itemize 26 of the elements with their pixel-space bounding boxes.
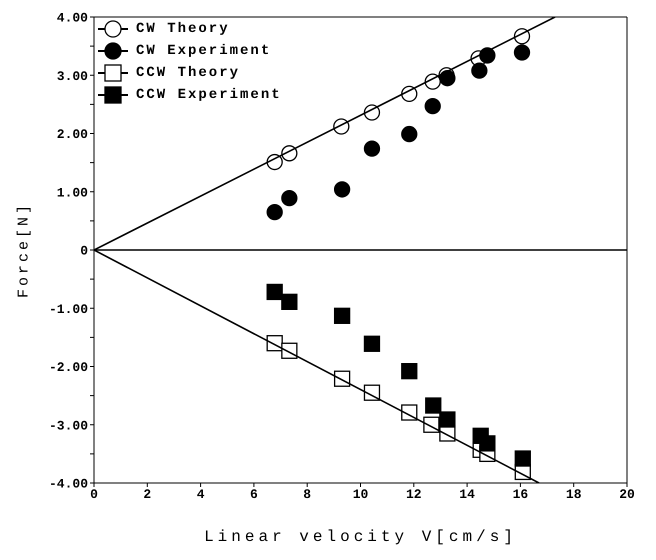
y-tick-label: 3.00 [56,68,88,84]
y-tick-label: -3.00 [48,418,88,434]
y-axis-title: Force[N] [15,202,32,298]
x-tick-label: 10 [352,487,368,502]
x-tick-label: 16 [512,487,528,502]
x-tick-label: 0 [90,487,98,502]
y-tick-label: -2.00 [48,360,88,376]
legend-label: CCW Experiment [136,86,282,105]
y-tick-label: 2.00 [56,127,88,142]
x-tick-label: 14 [459,487,476,502]
y-tick-label: 1.00 [56,185,88,200]
x-tick-label: 12 [406,487,422,502]
legend-label: CCW Theory [136,64,240,83]
x-tick-label: 8 [303,487,312,502]
x-tick-label: 20 [619,487,635,502]
x-tick-label: 6 [250,487,258,502]
x-axis-title: Linear velocity V[cm/s] [204,528,517,546]
legend-label: CW Theory [136,20,230,39]
y-tick-label: -1.00 [48,302,88,317]
y-tick-label: 4.00 [56,10,88,26]
x-tick-label: 2 [143,487,152,502]
x-tick-label: 18 [566,487,582,502]
legend-label: CW Experiment [136,42,272,61]
x-tick-label: 4 [196,487,205,502]
y-tick-label: 0 [80,244,88,259]
y-tick-label: -4.00 [48,476,88,492]
